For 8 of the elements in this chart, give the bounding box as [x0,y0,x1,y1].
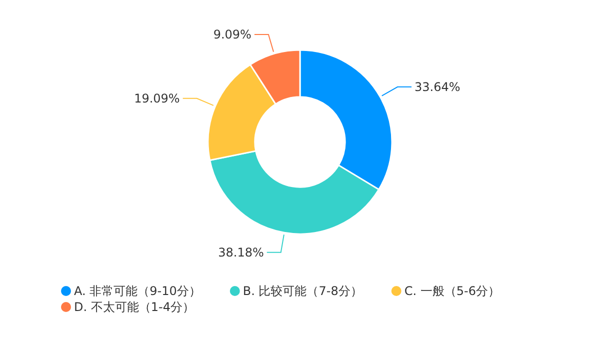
legend-label: D. 不太可能（1-4分） [74,300,194,314]
data-label: 38.18% [218,245,264,260]
legend-label: A. 非常可能（9-10分） [74,284,201,298]
data-label: 19.09% [134,91,180,106]
data-label: 33.64% [414,80,460,94]
data-label: 9.09% [213,28,252,42]
legend-label: B. 比较可能（7-8分） [242,284,362,298]
legend-label: C. 一般（5-6分） [404,284,500,298]
